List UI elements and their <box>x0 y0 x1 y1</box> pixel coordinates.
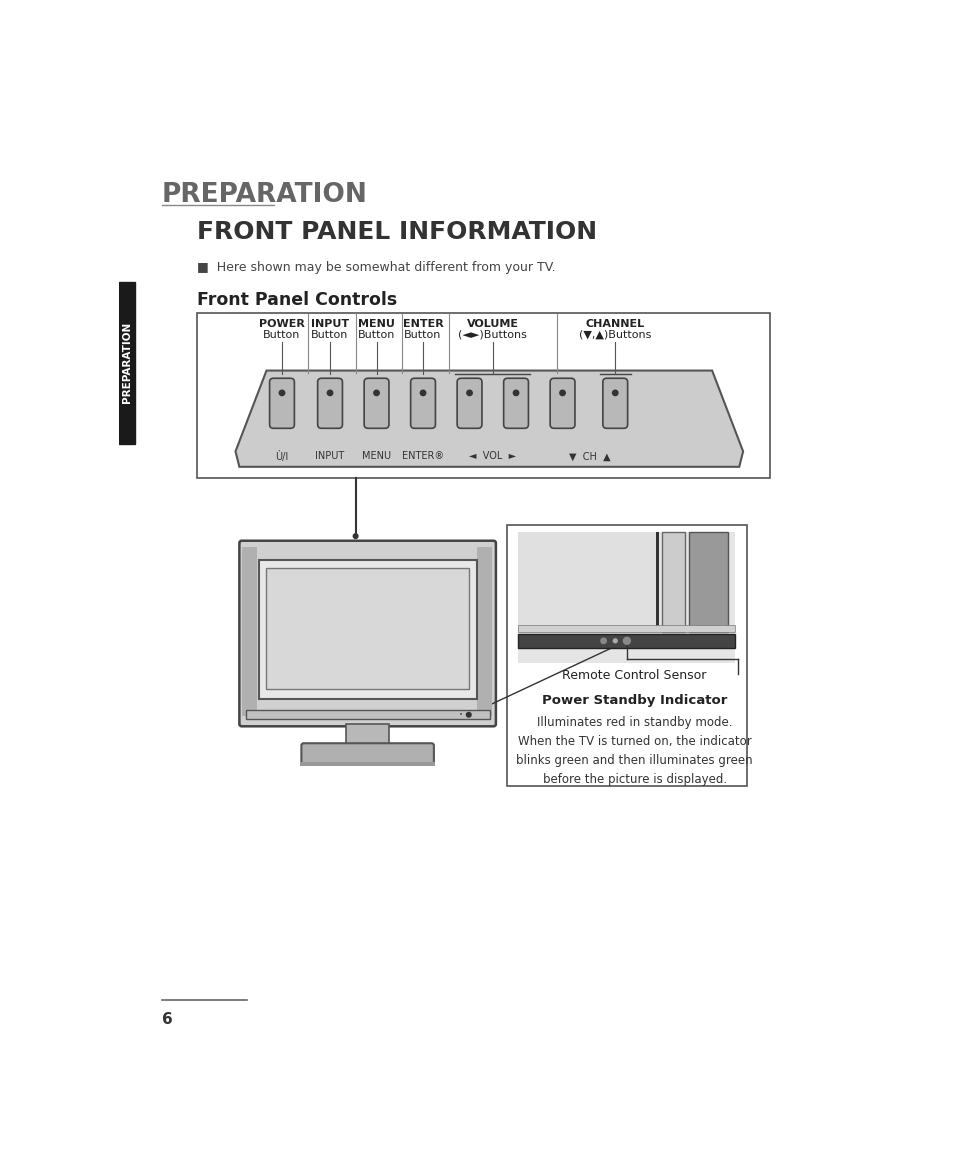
Bar <box>517 533 658 633</box>
Text: Remote Control Sensor: Remote Control Sensor <box>562 670 706 683</box>
Bar <box>688 533 727 633</box>
Text: ◄  VOL  ►: ◄ VOL ► <box>469 451 516 462</box>
Text: INPUT: INPUT <box>311 319 349 329</box>
Text: ENTER: ENTER <box>402 319 443 329</box>
Circle shape <box>279 391 284 395</box>
Bar <box>517 533 735 663</box>
Circle shape <box>353 534 357 538</box>
Text: (▼,▲)Buttons: (▼,▲)Buttons <box>578 330 651 340</box>
Text: ENTER®: ENTER® <box>401 451 444 462</box>
Text: Button: Button <box>311 330 349 340</box>
Text: PREPARATION: PREPARATION <box>162 181 367 208</box>
Bar <box>517 625 735 633</box>
Text: Button: Button <box>404 330 441 340</box>
Bar <box>119 281 134 444</box>
Text: Front Panel Controls: Front Panel Controls <box>196 291 396 309</box>
FancyBboxPatch shape <box>364 378 389 428</box>
Text: Button: Button <box>357 330 395 340</box>
Text: INPUT: INPUT <box>315 451 344 462</box>
Circle shape <box>622 637 630 644</box>
Bar <box>476 547 492 716</box>
Text: ■  Here shown may be somewhat different from your TV.: ■ Here shown may be somewhat different f… <box>196 262 555 274</box>
Bar <box>506 525 746 786</box>
Circle shape <box>420 391 425 395</box>
Circle shape <box>327 391 333 395</box>
Bar <box>241 547 257 716</box>
Text: CHANNEL: CHANNEL <box>585 319 644 329</box>
Text: MENU: MENU <box>357 319 395 329</box>
Text: MENU: MENU <box>361 451 391 462</box>
Text: POWER: POWER <box>259 319 305 329</box>
Text: ▼  CH  ▲: ▼ CH ▲ <box>568 451 610 462</box>
Circle shape <box>466 391 472 395</box>
Circle shape <box>612 391 618 395</box>
Circle shape <box>559 391 565 395</box>
FancyBboxPatch shape <box>602 378 627 428</box>
FancyBboxPatch shape <box>456 378 481 428</box>
FancyBboxPatch shape <box>239 541 496 727</box>
Circle shape <box>613 638 617 643</box>
Bar <box>245 711 489 720</box>
Text: PREPARATION: PREPARATION <box>122 322 132 404</box>
Text: Ù/I: Ù/I <box>275 451 289 463</box>
Text: Power Standby Indicator: Power Standby Indicator <box>541 694 726 707</box>
Bar <box>346 725 389 745</box>
Text: VOLUME: VOLUME <box>466 319 518 329</box>
Circle shape <box>513 391 518 395</box>
Bar <box>517 634 735 648</box>
FancyBboxPatch shape <box>503 378 528 428</box>
Bar <box>258 559 476 699</box>
Text: Button: Button <box>263 330 300 340</box>
FancyBboxPatch shape <box>270 378 294 428</box>
FancyBboxPatch shape <box>301 743 434 765</box>
Text: Illuminates red in standby mode.
When the TV is turned on, the indicator
blinks : Illuminates red in standby mode. When th… <box>516 715 752 785</box>
Text: 6: 6 <box>162 1012 172 1027</box>
Bar <box>299 763 435 766</box>
Text: • •: • • <box>458 712 469 718</box>
Bar <box>661 533 684 633</box>
Circle shape <box>466 713 471 718</box>
Bar <box>266 568 468 688</box>
Bar <box>196 313 769 478</box>
Text: FRONT PANEL INFORMATION: FRONT PANEL INFORMATION <box>196 221 597 244</box>
Polygon shape <box>235 371 742 466</box>
FancyBboxPatch shape <box>550 378 575 428</box>
FancyBboxPatch shape <box>317 378 342 428</box>
Text: (◄►)Buttons: (◄►)Buttons <box>457 330 527 340</box>
Circle shape <box>600 638 606 643</box>
Circle shape <box>374 391 379 395</box>
Bar <box>656 533 658 633</box>
FancyBboxPatch shape <box>410 378 435 428</box>
